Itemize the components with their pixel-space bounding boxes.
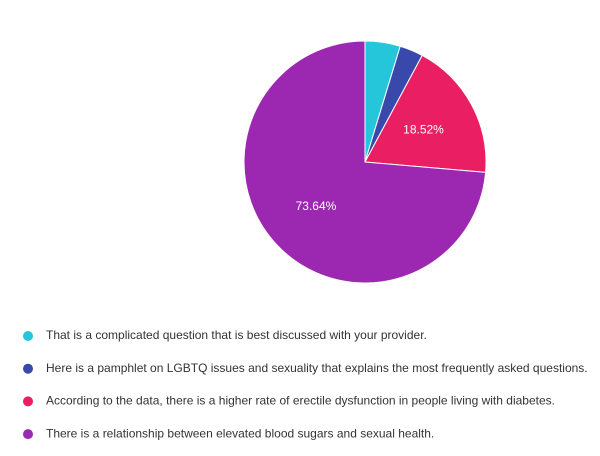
legend-text: That is a complicated question that is b… bbox=[46, 328, 427, 342]
slice-label: 73.64% bbox=[296, 199, 337, 213]
legend-text: There is a relationship between elevated… bbox=[46, 426, 434, 440]
legend-text: According to the data, there is a higher… bbox=[46, 394, 555, 408]
legend-marker bbox=[23, 331, 33, 341]
legend-marker bbox=[23, 429, 33, 440]
pie-slice bbox=[364, 54, 487, 173]
legend-text: Here is a pamphlet on LGBTQ issues and s… bbox=[46, 361, 588, 375]
pie-slice bbox=[243, 40, 487, 284]
legend-marker bbox=[23, 396, 33, 407]
legend-marker bbox=[23, 363, 33, 374]
slice-label: 18.52% bbox=[403, 122, 444, 136]
